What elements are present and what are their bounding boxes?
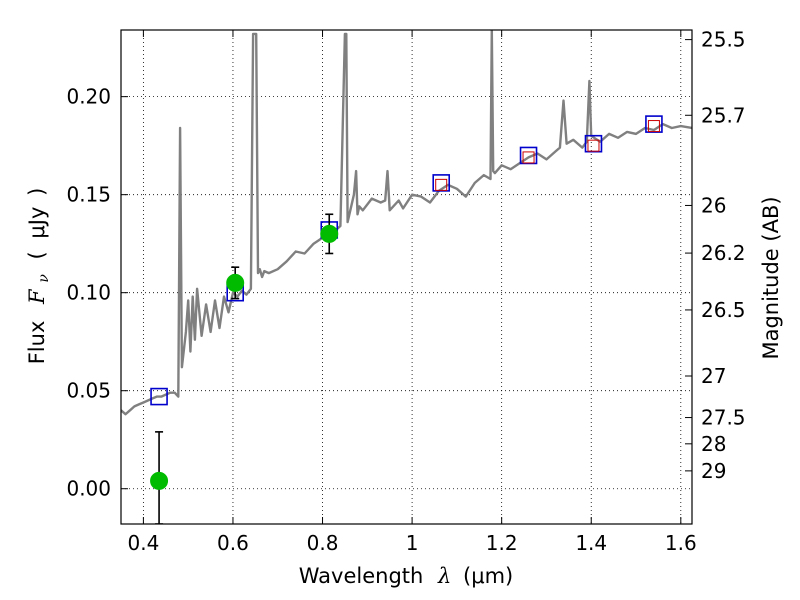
right-tick-label: 29 [701, 459, 726, 483]
plot-frame [120, 29, 693, 525]
plot-series [121, 30, 692, 524]
right-tick-label: 27 [701, 364, 726, 388]
model-photometry-inner-square [522, 151, 535, 164]
model-photometry-inner-square [435, 178, 448, 191]
x-tick-label: 0.8 [307, 531, 339, 555]
y-tick-label: 0.05 [66, 379, 111, 403]
right-axis-title: Magnitude (AB) [759, 196, 783, 359]
x-tick-label: 1.6 [665, 531, 697, 555]
photometry-point [320, 224, 339, 243]
x-axis-title: Wavelength λ (μm) [299, 564, 513, 588]
x-tick-label: 1.2 [486, 531, 518, 555]
right-tick-label: 26.2 [701, 241, 746, 265]
right-tick-label: 25.5 [701, 28, 746, 52]
x-tick-label: 0.6 [217, 531, 249, 555]
x-tick-label: 1 [406, 531, 419, 555]
model-photometry-inner-square [587, 139, 600, 152]
model-spectrum-line [121, 30, 692, 416]
x-tick-label: 0.4 [127, 531, 159, 555]
model-photometry-square [432, 174, 451, 192]
y-tick-label: 0.10 [66, 281, 111, 305]
right-tick-label: 26.5 [701, 298, 746, 322]
model-photometry-square [150, 387, 168, 406]
y-tick-label: 0.15 [66, 183, 111, 207]
photometry-point [150, 471, 169, 490]
right-tick-label: 28 [701, 432, 726, 456]
model-photometry-square [645, 115, 663, 133]
y-axis-title: Flux F ν ( μJy ) [25, 188, 53, 365]
right-tick-label: 25.7 [701, 103, 746, 127]
y-tick-label: 0.20 [66, 85, 111, 109]
model-photometry-square [584, 134, 603, 153]
grid [121, 30, 692, 524]
photometry-point [226, 273, 245, 292]
right-tick-label: 26 [701, 193, 726, 217]
x-tick-label: 1.4 [575, 531, 607, 555]
axis-ticks: 0.4 0.6 0.8 1 1.2 1.4 1.6 0.00 0.05 0.10 0.15 0.20 2… [66, 28, 745, 555]
plot-area [121, 30, 692, 524]
model-photometry-square [519, 146, 538, 165]
model-photometry-inner-square [647, 120, 660, 133]
y-tick-label: 0.00 [66, 477, 111, 501]
right-tick-label: 27.5 [701, 406, 746, 430]
